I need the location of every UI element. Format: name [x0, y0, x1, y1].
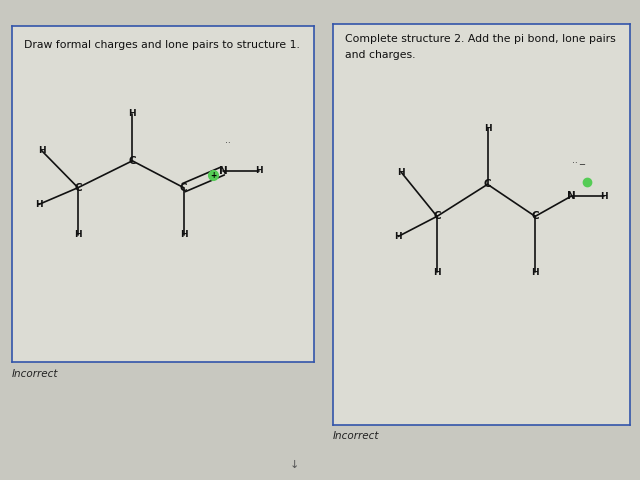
Text: C: C — [129, 156, 136, 166]
Text: C: C — [484, 180, 492, 189]
Text: C: C — [531, 211, 539, 221]
Text: and charges.: and charges. — [345, 50, 415, 60]
Text: H: H — [394, 232, 402, 241]
Text: N: N — [566, 192, 575, 201]
Text: H: H — [74, 230, 82, 239]
Text: N: N — [219, 166, 227, 176]
Text: H: H — [531, 268, 539, 277]
Text: C: C — [433, 211, 441, 221]
Text: Incorrect: Incorrect — [12, 369, 58, 379]
Text: ↓: ↓ — [290, 460, 299, 470]
Text: H: H — [433, 268, 441, 277]
Text: Draw formal charges and lone pairs to structure 1.: Draw formal charges and lone pairs to st… — [24, 40, 300, 50]
Text: H: H — [35, 200, 42, 209]
Text: H: H — [600, 192, 607, 201]
Text: +: + — [210, 170, 216, 180]
Text: ··: ·· — [572, 159, 578, 168]
Text: C: C — [180, 183, 188, 192]
Text: H: H — [484, 124, 492, 132]
Text: C: C — [74, 183, 82, 192]
Text: Complete structure 2. Add the pi bond, lone pairs: Complete structure 2. Add the pi bond, l… — [345, 34, 616, 44]
Text: H: H — [397, 168, 405, 177]
Text: H: H — [38, 146, 45, 155]
Text: H: H — [255, 167, 263, 175]
Text: ··: ·· — [225, 139, 230, 148]
Text: H: H — [180, 230, 188, 239]
Text: −: − — [578, 160, 585, 169]
Text: Incorrect: Incorrect — [333, 431, 380, 441]
Text: H: H — [129, 109, 136, 118]
